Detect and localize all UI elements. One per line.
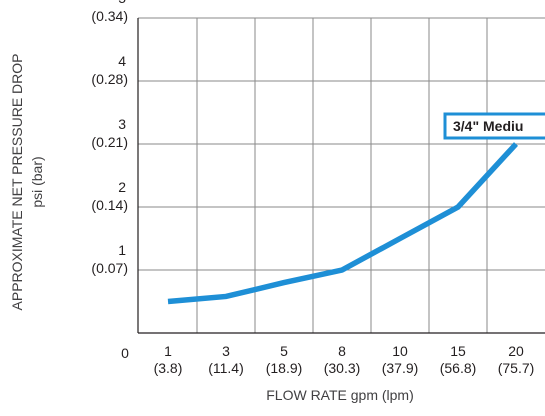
y-tick-label: 3	[118, 116, 126, 132]
x-axis-title: FLOW RATE gpm (lpm)	[266, 387, 414, 403]
x-tick-sublabel: (56.8)	[440, 360, 477, 376]
y-axis-title-line2: psi (bar)	[29, 156, 45, 207]
series-layer: 3/4" Mediu	[168, 114, 545, 302]
y-tick-label: 2	[118, 179, 126, 195]
x-tick-label: 3	[222, 343, 230, 359]
y-tick-sublabel: (0.34)	[91, 8, 128, 24]
x-tick-sublabel: (30.3)	[324, 360, 361, 376]
x-tick-sublabel: (11.4)	[208, 360, 244, 376]
y-axis-title-line1: APPROXIMATE NET PRESSURE DROP	[9, 54, 25, 311]
x-tick-sublabel: (3.8)	[154, 360, 183, 376]
y-tick-label: 1	[118, 242, 126, 258]
y-tick-sublabel: (0.21)	[91, 134, 128, 150]
y-tick-label: 4	[118, 53, 126, 69]
y-tick-sublabel: (0.07)	[91, 260, 128, 276]
y-tick-label: 5	[118, 0, 126, 6]
x-origin-label: 0	[121, 345, 129, 361]
series-label: 3/4" Mediu	[453, 118, 523, 134]
y-tick-sublabel: (0.14)	[91, 197, 128, 213]
series-line	[168, 144, 516, 302]
y-tick-sublabel: (0.28)	[91, 71, 128, 87]
x-tick-label: 1	[164, 343, 172, 359]
x-tick-sublabel: (37.9)	[382, 360, 419, 376]
x-tick-sublabel: (18.9)	[266, 360, 303, 376]
x-tick-label: 8	[338, 343, 346, 359]
x-tick-label: 15	[450, 343, 466, 359]
x-tick-label: 10	[392, 343, 408, 359]
x-tick-label: 5	[280, 343, 288, 359]
x-tick-sublabel: (75.7)	[498, 360, 535, 376]
x-tick-label: 20	[508, 343, 524, 359]
